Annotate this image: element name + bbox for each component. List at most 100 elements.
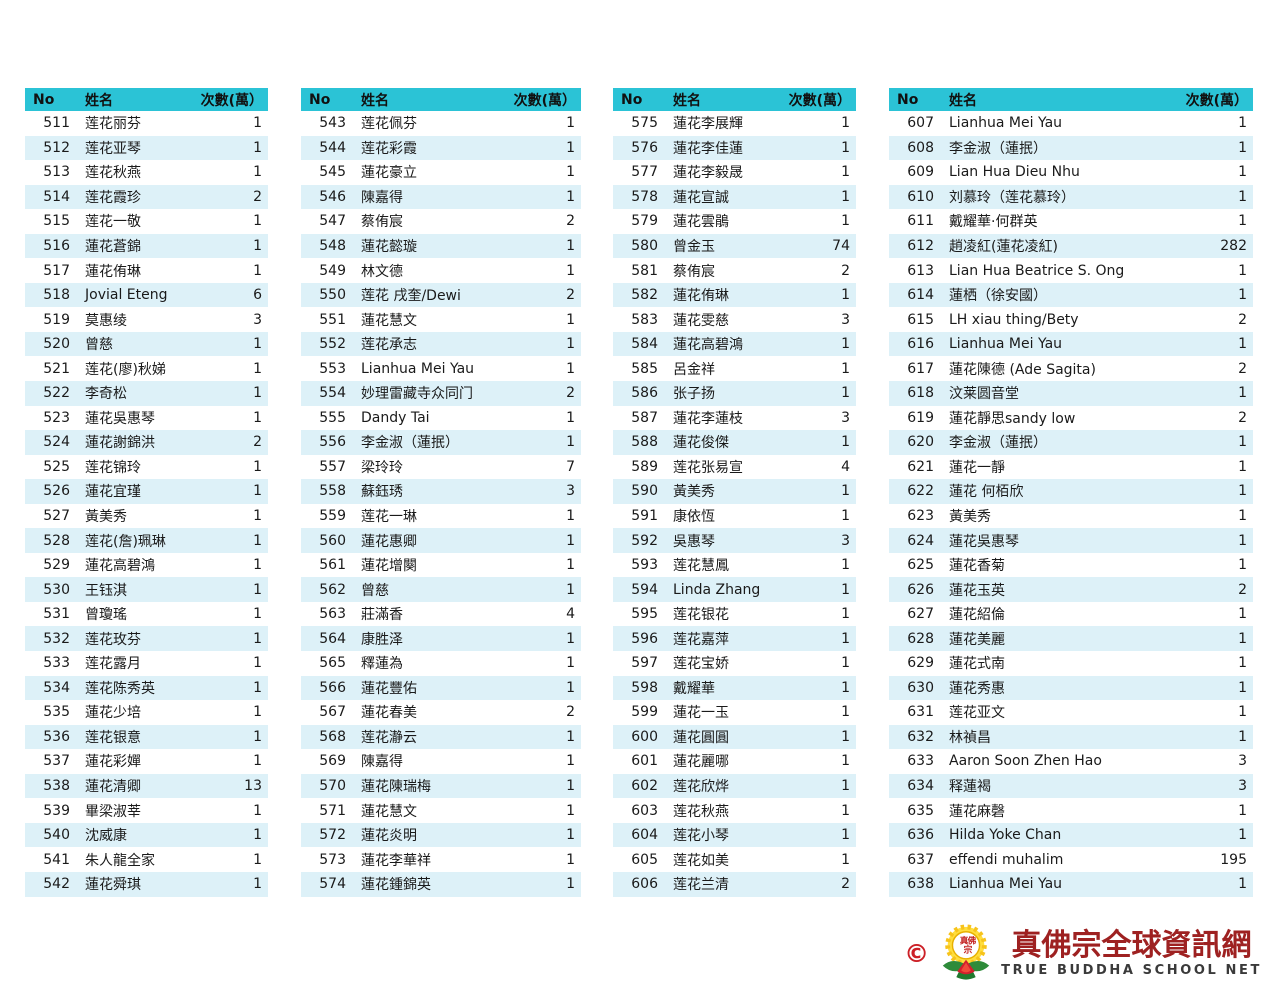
row-no: 560 — [319, 532, 346, 549]
row-name: 蓮花高碧鴻 — [85, 558, 155, 575]
table-row: 525 莲花锦玲 1 — [25, 455, 268, 480]
row-name: 蓮花靜思sandy low — [949, 410, 1076, 427]
row-no: 571 — [319, 802, 346, 819]
row-no: 525 — [43, 458, 70, 475]
row-no: 514 — [43, 188, 70, 205]
row-name: 莲花银花 — [673, 607, 729, 624]
row-count: 1 — [253, 851, 262, 868]
table-row: 616 Lianhua Mei Yau 1 — [889, 331, 1253, 357]
row-no: 606 — [631, 876, 658, 893]
row-count: 1 — [253, 385, 262, 402]
row-count: 3 — [841, 311, 850, 328]
row-no: 517 — [43, 262, 70, 279]
row-no: 634 — [907, 778, 934, 795]
row-count: 1 — [566, 336, 575, 353]
row-count: 2 — [566, 213, 575, 230]
row-count: 1 — [1238, 458, 1247, 475]
row-no: 633 — [907, 753, 934, 770]
row-count: 1 — [566, 238, 575, 254]
table-row: 553 Lianhua Mei Yau 1 — [301, 356, 581, 381]
row-name: 蓮花吳惠琴 — [949, 533, 1019, 550]
table-row: 600 蓮花圓圓 1 — [613, 724, 856, 750]
row-name: 莲花承志 — [361, 337, 417, 354]
row-no: 547 — [319, 213, 346, 230]
row-name: 呂金祥 — [673, 361, 715, 378]
logo-subtitle: TRUE BUDDHA SCHOOL NET — [1001, 962, 1262, 978]
row-count: 1 — [566, 409, 575, 426]
row-no: 582 — [631, 287, 658, 304]
row-name: 吳惠琴 — [673, 533, 715, 550]
table-row: 636 Hilda Yoke Chan 1 — [889, 822, 1253, 848]
row-count: 1 — [253, 458, 262, 475]
row-no: 520 — [43, 336, 70, 353]
row-count: 2 — [566, 385, 575, 402]
row-no: 529 — [43, 557, 70, 574]
table-row: 612 趙凌紅(蓮花凌紅) 282 — [889, 233, 1253, 259]
row-no: 597 — [631, 655, 658, 672]
row-name: 李金淑（蓮抿） — [949, 140, 1047, 157]
table-row: 531 曾瓊瑤 1 — [25, 602, 268, 627]
row-name: 梁玲玲 — [361, 459, 403, 476]
row-count: 1 — [1238, 532, 1247, 549]
row-no: 636 — [907, 827, 934, 844]
row-name: Lianhua Mei Yau — [361, 360, 475, 377]
row-name: 蓮花侑琳 — [673, 288, 729, 305]
lotus-emblem-icon: 真 佛 宗 — [942, 924, 990, 980]
row-no: 629 — [907, 655, 934, 672]
row-name: 蓮花俊傑 — [673, 435, 729, 452]
table-row: 563 莊滿香 4 — [301, 602, 581, 627]
row-no: 568 — [319, 728, 346, 745]
row-no: 632 — [907, 728, 934, 745]
row-name: 蓮花式南 — [949, 656, 1005, 673]
row-count: 1 — [841, 434, 850, 451]
table-row: 575 蓮花李展輝 1 — [613, 111, 856, 136]
row-no: 567 — [319, 704, 346, 721]
row-name: 曾瓊瑤 — [85, 607, 127, 624]
row-no: 615 — [907, 311, 934, 328]
row-name: 蓮花李展輝 — [673, 116, 743, 133]
row-no: 595 — [631, 606, 658, 623]
row-name: 释蓮褐 — [949, 779, 991, 796]
row-count: 1 — [253, 483, 262, 500]
row-name: 趙凌紅(蓮花凌紅) — [949, 239, 1058, 255]
row-count: 1 — [841, 606, 850, 623]
row-name: 蓮花炎明 — [361, 828, 417, 845]
row-count: 1 — [1238, 139, 1247, 156]
table-row: 633 Aaron Soon Zhen Hao 3 — [889, 749, 1253, 774]
table-row: 582 蓮花侑琳 1 — [613, 282, 856, 308]
svg-text:宗: 宗 — [964, 944, 973, 956]
row-name: 汶莱圆音堂 — [949, 386, 1019, 403]
row-no: 512 — [43, 139, 70, 156]
row-no: 537 — [43, 753, 70, 770]
row-count: 3 — [841, 409, 850, 426]
row-count: 1 — [1238, 385, 1247, 402]
table-row: 577 蓮花李毅晟 1 — [613, 160, 856, 185]
row-no: 551 — [319, 311, 346, 328]
row-count: 1 — [841, 557, 850, 574]
header-count: 次數(萬） — [1185, 92, 1248, 109]
row-count: 1 — [841, 508, 850, 525]
table-row: 603 莲花秋燕 1 — [613, 798, 856, 823]
row-count: 1 — [1238, 287, 1247, 304]
table-row: 533 莲花露月 1 — [25, 651, 268, 676]
table-row: 596 莲花嘉萍 1 — [613, 626, 856, 652]
row-name: 蓮花清卿 — [85, 779, 141, 796]
table-row: 521 莲花(廖)秋娣 1 — [25, 356, 268, 381]
table-row: 578 蓮花宣誠 1 — [613, 184, 856, 210]
row-name: 刘慕玲（莲花慕玲） — [949, 189, 1075, 206]
row-count: 1 — [253, 532, 262, 549]
row-name: 莲花兰清 — [673, 877, 729, 894]
row-no: 584 — [631, 336, 658, 353]
row-count: 2 — [566, 704, 575, 721]
row-no: 535 — [43, 704, 70, 721]
row-name: 畢梁淑莘 — [85, 803, 141, 820]
row-no: 630 — [907, 679, 934, 696]
row-name: 莲花(詹)珮琳 — [85, 533, 166, 550]
table-row: 517 蓮花侑琳 1 — [25, 258, 268, 283]
row-count: 1 — [841, 728, 850, 745]
row-count: 1 — [841, 213, 850, 230]
row-no: 619 — [907, 409, 934, 426]
row-name: 李金淑（蓮抿） — [361, 435, 459, 452]
row-no: 565 — [319, 655, 346, 672]
table-row: 609 Lian Hua Dieu Nhu 1 — [889, 160, 1253, 185]
